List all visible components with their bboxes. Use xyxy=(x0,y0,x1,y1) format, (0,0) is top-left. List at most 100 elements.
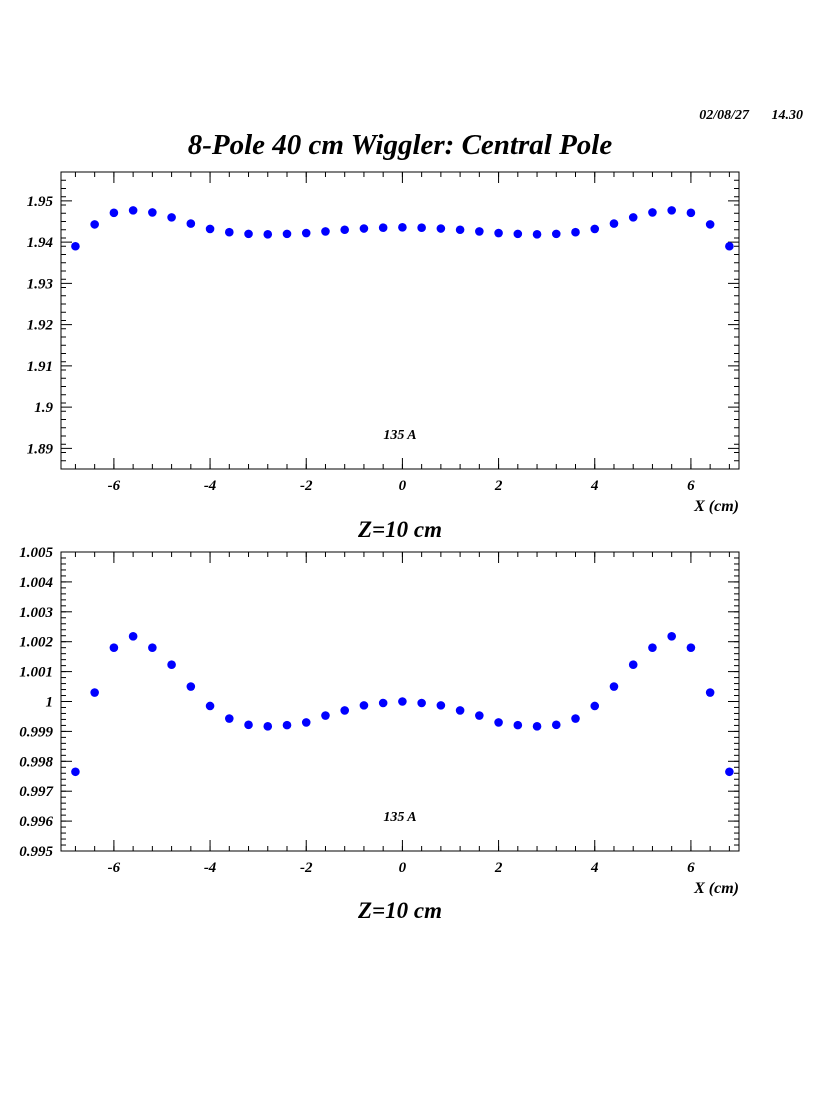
data-point xyxy=(571,714,580,723)
current-label: 135 A xyxy=(383,810,416,825)
data-point xyxy=(301,228,311,238)
data-point xyxy=(340,225,350,235)
data-point xyxy=(378,698,388,708)
data-point xyxy=(436,224,446,233)
data-point xyxy=(263,722,273,731)
date-stamp: 02/08/27 xyxy=(699,108,750,123)
x-tick-label: -4 xyxy=(204,860,217,876)
data-point xyxy=(705,220,715,229)
data-point xyxy=(705,688,715,697)
y-tick-label: 1.004 xyxy=(19,575,53,591)
y-tick-label: 1.94 xyxy=(27,235,54,251)
x-tick-label: 4 xyxy=(590,860,599,876)
data-point xyxy=(590,701,600,711)
data-point xyxy=(628,660,638,670)
x-tick-label: -6 xyxy=(108,860,121,876)
data-point xyxy=(513,720,523,730)
data-point xyxy=(205,701,215,711)
y-tick-label: 0.999 xyxy=(19,724,53,740)
data-point xyxy=(205,224,215,234)
data-point xyxy=(90,688,99,697)
x-tick-label: 4 xyxy=(590,478,599,494)
upper-plot-panel: 1.89 1.9 1.91 1.92 1.93 1.94 1.95 -6 -4 -2 0 2 4 6 135… xyxy=(27,171,740,542)
data-point xyxy=(378,223,388,232)
y-tick-label: 1.93 xyxy=(27,276,54,292)
data-point xyxy=(571,227,580,237)
x-tick-label: -2 xyxy=(300,478,313,494)
y-tick-label: 1.001 xyxy=(19,665,53,681)
data-point xyxy=(263,229,273,239)
data-point xyxy=(244,229,253,239)
data-point xyxy=(648,643,657,652)
data-point xyxy=(532,722,542,731)
data-point xyxy=(494,228,503,238)
data-point xyxy=(609,682,619,691)
y-tick-label: 1.9 xyxy=(34,400,53,416)
figure-title: 8-Pole 40 cm Wiggler: Central Pole xyxy=(188,129,613,161)
data-point xyxy=(359,224,369,233)
plot-caption: Z=10 cm xyxy=(357,517,442,542)
y-tick-label: 1.002 xyxy=(19,635,53,651)
data-point xyxy=(398,222,407,232)
data-point xyxy=(321,227,330,236)
data-point xyxy=(475,711,484,720)
x-tick-label: 2 xyxy=(494,860,503,876)
y-tick-label: 0.995 xyxy=(19,844,53,860)
data-point xyxy=(667,206,676,215)
y-tick-label: 1.95 xyxy=(27,194,54,210)
y-tick-label: 0.998 xyxy=(19,754,53,770)
time-stamp: 14.30 xyxy=(772,108,804,123)
y-tick-label: 0.996 xyxy=(19,814,53,830)
data-point xyxy=(128,632,138,641)
data-point xyxy=(128,206,138,215)
data-point xyxy=(436,701,446,710)
data-point xyxy=(167,660,176,670)
data-point xyxy=(417,223,426,232)
data-point xyxy=(494,718,503,727)
y-tick-label: 0.997 xyxy=(19,784,53,800)
y-tick-label: 1.91 xyxy=(27,359,53,375)
data-point xyxy=(551,720,561,730)
data-point xyxy=(686,208,696,218)
data-point xyxy=(340,706,350,715)
y-tick-label: 1 xyxy=(46,695,54,711)
x-tick-label: 2 xyxy=(494,478,503,494)
plot-caption: Z=10 cm xyxy=(357,898,442,923)
y-tick-label: 1.92 xyxy=(27,318,54,334)
data-point xyxy=(301,718,311,727)
data-point xyxy=(321,711,330,720)
y-tick-label: 1.005 xyxy=(19,545,53,561)
data-point xyxy=(686,643,696,652)
data-point xyxy=(609,219,619,228)
data-point xyxy=(148,643,157,652)
data-point xyxy=(167,213,176,222)
data-point xyxy=(667,632,676,641)
data-point xyxy=(109,643,119,652)
data-point xyxy=(224,714,234,723)
x-tick-label: -4 xyxy=(204,478,217,494)
data-point xyxy=(513,229,523,239)
data-point xyxy=(186,219,196,228)
data-point xyxy=(725,241,734,251)
x-axis-label: X (cm) xyxy=(693,880,739,897)
data-point xyxy=(359,701,369,710)
data-point xyxy=(455,706,465,715)
data-point xyxy=(244,720,253,730)
data-point xyxy=(71,241,80,251)
lower-plot-panel: 0.995 0.996 0.997 0.998 0.999 1 1.001 1.002 1.00… xyxy=(19,545,740,923)
x-axis-label: X (cm) xyxy=(693,498,739,515)
data-point xyxy=(90,220,99,229)
data-point xyxy=(417,698,426,708)
data-point xyxy=(455,225,465,235)
data-point xyxy=(71,767,80,777)
x-tick-label: 0 xyxy=(399,860,407,876)
data-point xyxy=(186,682,196,691)
y-tick-label: 1.89 xyxy=(27,441,54,457)
data-point xyxy=(648,208,657,217)
data-point xyxy=(148,208,157,217)
data-point xyxy=(475,227,484,236)
x-tick-label: 6 xyxy=(687,478,695,494)
data-point xyxy=(398,697,407,706)
data-point xyxy=(282,720,292,730)
